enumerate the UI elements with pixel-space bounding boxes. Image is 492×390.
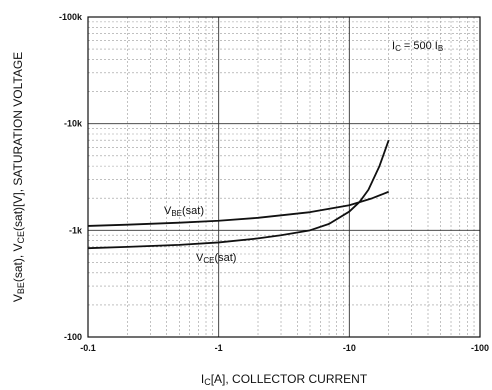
ic-ib-ratio-annotation: IC = 500 IB	[392, 40, 443, 53]
major-grid	[88, 17, 480, 337]
x-axis-title: IC[A], COLLECTOR CURRENT	[201, 372, 368, 387]
series-curves	[87, 139, 390, 250]
vbe-sat-curve	[87, 190, 390, 227]
vce-sat-label: VCE(sat)	[196, 252, 236, 265]
x-tick-label: -1	[215, 343, 223, 353]
y-axis-title: VBE(sat), VCE(sat)[V], SATURATION VOLTAG…	[11, 52, 26, 302]
vce-sat-curve	[87, 139, 390, 250]
x-tick-label: -100	[471, 343, 489, 353]
plot-frame	[87, 16, 481, 338]
y-tick-label: -10k	[64, 119, 83, 129]
y-tick-label: -100	[64, 332, 82, 342]
x-tick-label: -10	[343, 343, 356, 353]
y-tick-label: -100k	[59, 12, 83, 22]
axis-ticks: -0.1 -1 -10 -100 -100 -1k -10k -100k	[59, 12, 489, 353]
vbe-sat-label: VBE(sat)	[164, 205, 204, 218]
x-tick-label: -0.1	[80, 343, 96, 353]
text-labels: VBE(sat) VCE(sat) IC = 500 IB IC[A], COLLEC…	[11, 40, 443, 387]
minor-grid	[88, 17, 480, 337]
y-tick-label: -1k	[69, 225, 83, 235]
